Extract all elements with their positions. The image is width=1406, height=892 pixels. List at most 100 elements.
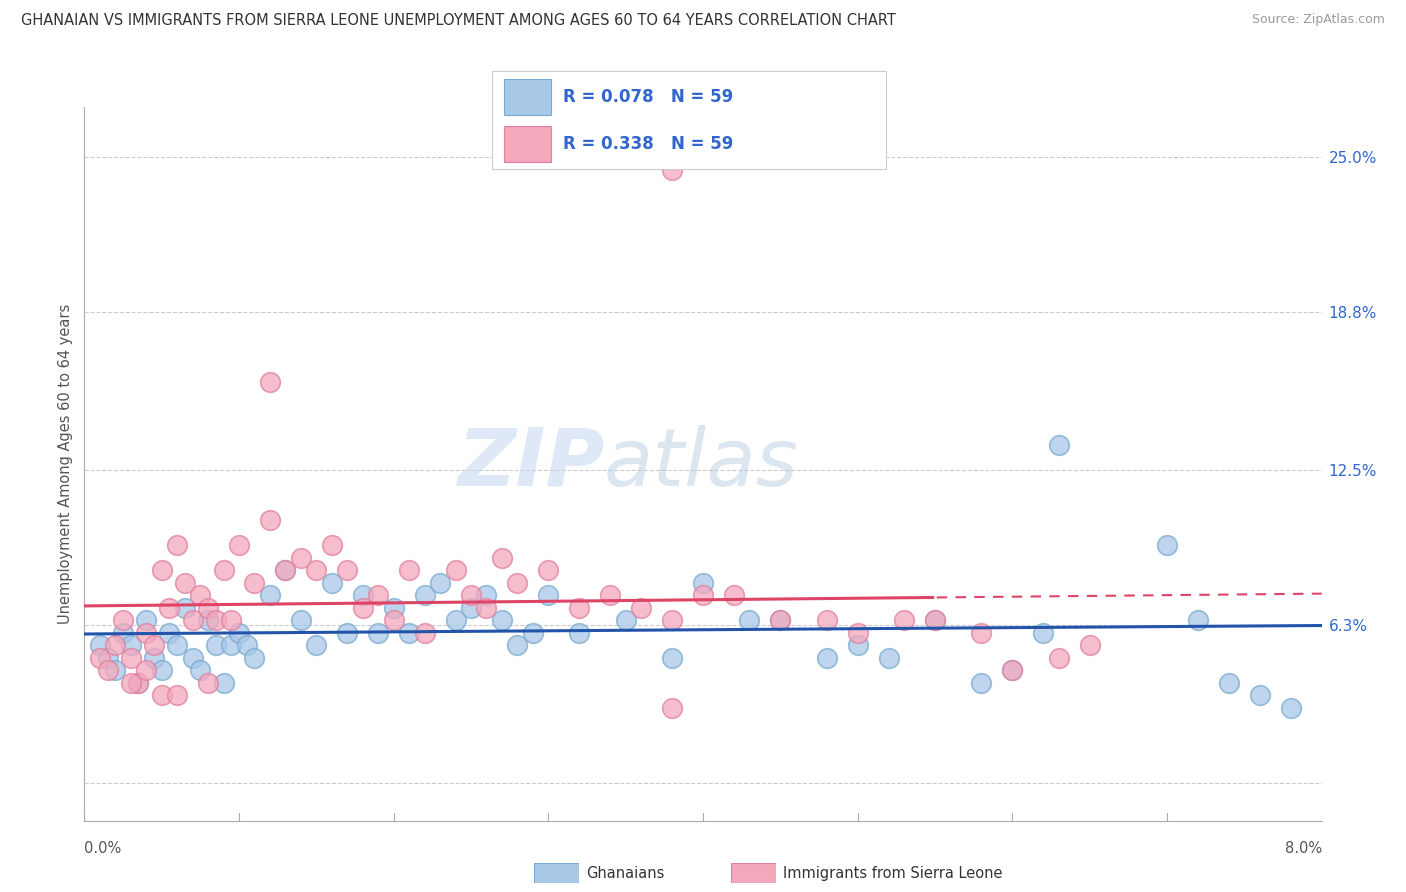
Point [259, 513, 281, 527]
Point [661, 701, 683, 715]
Point [159, 600, 181, 615]
Point [104, 664, 127, 678]
Point [1249, 689, 1271, 703]
Point [120, 676, 142, 690]
Point [150, 563, 173, 577]
Point [815, 651, 838, 665]
Point [769, 613, 792, 627]
Point [336, 625, 359, 640]
Point [630, 600, 652, 615]
Point [398, 563, 420, 577]
Point [228, 625, 250, 640]
Point [506, 639, 529, 653]
Text: R = 0.338   N = 59: R = 0.338 N = 59 [562, 135, 734, 153]
Point [692, 575, 714, 590]
Text: GHANAIAN VS IMMIGRANTS FROM SIERRA LEONE UNEMPLOYMENT AMONG AGES 60 TO 64 YEARS : GHANAIAN VS IMMIGRANTS FROM SIERRA LEONE… [21, 13, 896, 29]
Point [135, 625, 157, 640]
Point [924, 613, 946, 627]
Point [290, 613, 312, 627]
Point [1047, 438, 1070, 452]
Point [321, 538, 343, 552]
Point [846, 639, 869, 653]
Point [599, 588, 621, 602]
Point [738, 613, 761, 627]
Point [290, 550, 312, 565]
Point [104, 639, 127, 653]
Point [112, 625, 135, 640]
Text: Immigrants from Sierra Leone: Immigrants from Sierra Leone [783, 866, 1002, 880]
Point [128, 676, 150, 690]
Point [367, 588, 389, 602]
Point [96, 651, 120, 665]
Point [274, 563, 297, 577]
Point [352, 588, 374, 602]
Point [96, 664, 120, 678]
Point [475, 588, 498, 602]
Point [212, 676, 235, 690]
Point [661, 651, 683, 665]
Point [367, 625, 389, 640]
Point [212, 563, 235, 577]
Bar [503, 79, 551, 114]
Text: R = 0.078   N = 59: R = 0.078 N = 59 [562, 88, 733, 106]
Point [305, 563, 328, 577]
Point [877, 651, 900, 665]
Point [1187, 613, 1209, 627]
Point [243, 575, 266, 590]
Point [181, 651, 204, 665]
Point [150, 664, 173, 678]
Point [89, 651, 111, 665]
Point [1001, 664, 1024, 678]
Point [143, 639, 166, 653]
Point [661, 162, 683, 177]
Point [174, 600, 197, 615]
Point [259, 376, 281, 390]
Point [398, 625, 420, 640]
Point [236, 639, 259, 653]
Point [846, 625, 869, 640]
Text: 8.0%: 8.0% [1285, 840, 1322, 855]
Point [1218, 676, 1240, 690]
Point [522, 625, 544, 640]
Point [692, 588, 714, 602]
Point [120, 639, 142, 653]
Bar [503, 127, 551, 161]
Point [1047, 651, 1070, 665]
Point [197, 613, 219, 627]
Text: 0.0%: 0.0% [84, 840, 121, 855]
Point [444, 563, 467, 577]
Point [228, 538, 250, 552]
Point [429, 575, 451, 590]
Point [444, 613, 467, 627]
Point [382, 613, 405, 627]
Point [166, 538, 188, 552]
Point [128, 676, 150, 690]
Point [174, 575, 197, 590]
Point [413, 588, 436, 602]
Point [723, 588, 745, 602]
Point [460, 588, 482, 602]
Point [188, 588, 212, 602]
Point [970, 625, 993, 640]
Point [815, 613, 838, 627]
Point [221, 613, 243, 627]
Point [382, 600, 405, 615]
Point [336, 563, 359, 577]
Text: Ghanaians: Ghanaians [586, 866, 665, 880]
Y-axis label: Unemployment Among Ages 60 to 64 years: Unemployment Among Ages 60 to 64 years [58, 303, 73, 624]
Point [205, 639, 228, 653]
Point [89, 639, 111, 653]
Point [661, 613, 683, 627]
Point [166, 689, 188, 703]
Point [274, 563, 297, 577]
Point [1279, 701, 1302, 715]
Point [1032, 625, 1054, 640]
Point [614, 613, 637, 627]
Point [893, 613, 915, 627]
Point [135, 664, 157, 678]
Point [769, 613, 792, 627]
Point [150, 689, 173, 703]
Point [924, 613, 946, 627]
Point [352, 600, 374, 615]
Point [112, 613, 135, 627]
